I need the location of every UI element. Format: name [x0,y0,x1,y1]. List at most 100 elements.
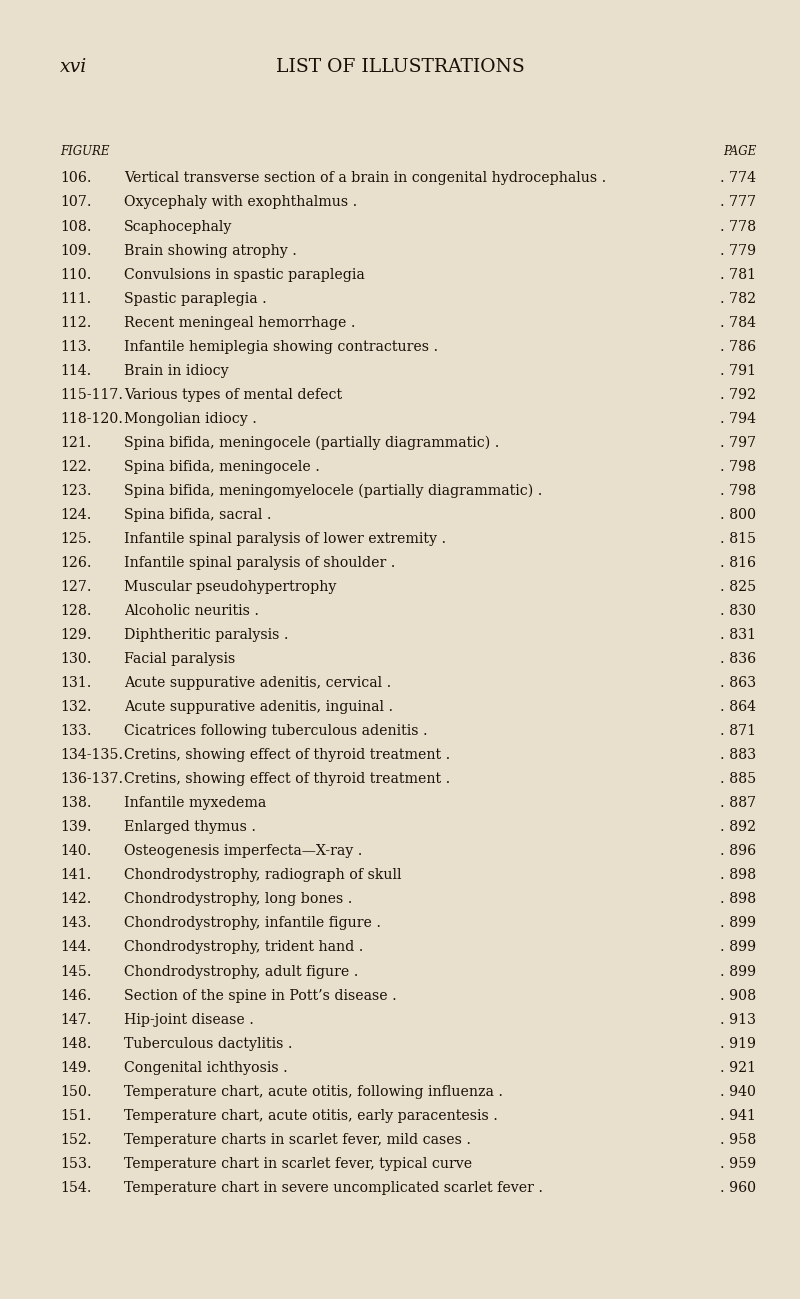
Text: 114.: 114. [60,364,91,378]
Text: . 864: . 864 [720,700,756,714]
Text: . 958: . 958 [720,1133,756,1147]
Text: . 815: . 815 [720,531,756,546]
Text: xvi: xvi [60,58,87,77]
Text: . 781: . 781 [720,268,756,282]
Text: Cretins, showing effect of thyroid treatment .: Cretins, showing effect of thyroid treat… [124,748,450,763]
Text: 138.: 138. [60,796,91,811]
Text: Congenital ichthyosis .: Congenital ichthyosis . [124,1060,288,1074]
Text: Infantile myxedema: Infantile myxedema [124,796,266,811]
Text: . 784: . 784 [720,316,756,330]
Text: 132.: 132. [60,700,91,714]
Text: 108.: 108. [60,220,91,234]
Text: . 774: . 774 [720,171,756,186]
Text: Chondrodystrophy, radiograph of skull: Chondrodystrophy, radiograph of skull [124,868,402,882]
Text: Osteogenesis imperfecta—X-ray .: Osteogenesis imperfecta—X-ray . [124,844,362,859]
Text: Mongolian idiocy .: Mongolian idiocy . [124,412,257,426]
Text: Alcoholic neuritis .: Alcoholic neuritis . [124,604,259,618]
Text: . 921: . 921 [720,1060,756,1074]
Text: 121.: 121. [60,435,91,449]
Text: 107.: 107. [60,195,91,209]
Text: . 940: . 940 [720,1085,756,1099]
Text: 147.: 147. [60,1012,91,1026]
Text: 141.: 141. [60,868,91,882]
Text: 110.: 110. [60,268,91,282]
Text: Cicatrices following tuberculous adenitis .: Cicatrices following tuberculous adeniti… [124,724,428,738]
Text: . 898: . 898 [720,868,756,882]
Text: Recent meningeal hemorrhage .: Recent meningeal hemorrhage . [124,316,355,330]
Text: . 777: . 777 [720,195,756,209]
Text: . 797: . 797 [720,435,756,449]
Text: 127.: 127. [60,579,91,594]
Text: Spina bifida, meningocele .: Spina bifida, meningocele . [124,460,320,474]
Text: . 800: . 800 [720,508,756,522]
Text: . 792: . 792 [720,387,756,401]
Text: . 913: . 913 [720,1012,756,1026]
Text: 140.: 140. [60,844,91,859]
Text: . 885: . 885 [720,772,756,786]
Text: 142.: 142. [60,892,91,907]
Text: Brain showing atrophy .: Brain showing atrophy . [124,243,297,257]
Text: . 896: . 896 [720,844,756,859]
Text: . 899: . 899 [720,964,756,978]
Text: Infantile spinal paralysis of lower extremity .: Infantile spinal paralysis of lower extr… [124,531,446,546]
Text: Infantile spinal paralysis of shoulder .: Infantile spinal paralysis of shoulder . [124,556,395,570]
Text: Spina bifida, meningocele (partially diagrammatic) .: Spina bifida, meningocele (partially dia… [124,435,499,451]
Text: Section of the spine in Pott’s disease .: Section of the spine in Pott’s disease . [124,989,397,1003]
Text: Facial paralysis: Facial paralysis [124,652,235,666]
Text: 113.: 113. [60,339,91,353]
Text: Scaphocephaly: Scaphocephaly [124,220,232,234]
Text: 125.: 125. [60,531,92,546]
Text: Chondrodystrophy, long bones .: Chondrodystrophy, long bones . [124,892,352,907]
Text: . 778: . 778 [720,220,756,234]
Text: . 899: . 899 [720,916,756,930]
Text: Chondrodystrophy, infantile figure .: Chondrodystrophy, infantile figure . [124,916,381,930]
Text: Tuberculous dactylitis .: Tuberculous dactylitis . [124,1037,293,1051]
Text: 150.: 150. [60,1085,92,1099]
Text: . 782: . 782 [720,291,756,305]
Text: . 871: . 871 [720,724,756,738]
Text: Diphtheritic paralysis .: Diphtheritic paralysis . [124,627,289,642]
Text: Cretins, showing effect of thyroid treatment .: Cretins, showing effect of thyroid treat… [124,772,450,786]
Text: Spina bifida, meningomyelocele (partially diagrammatic) .: Spina bifida, meningomyelocele (partiall… [124,483,542,499]
Text: . 863: . 863 [720,675,756,690]
Text: Temperature charts in scarlet fever, mild cases .: Temperature charts in scarlet fever, mil… [124,1133,471,1147]
Text: 118-120.: 118-120. [60,412,123,426]
Text: PAGE: PAGE [722,145,756,158]
Text: Acute suppurative adenitis, cervical .: Acute suppurative adenitis, cervical . [124,675,391,690]
Text: Enlarged thymus .: Enlarged thymus . [124,820,256,834]
Text: 153.: 153. [60,1156,92,1170]
Text: 134-135.: 134-135. [60,748,123,763]
Text: 148.: 148. [60,1037,91,1051]
Text: . 941: . 941 [720,1108,756,1122]
Text: Temperature chart, acute otitis, following influenza .: Temperature chart, acute otitis, followi… [124,1085,503,1099]
Text: Acute suppurative adenitis, inguinal .: Acute suppurative adenitis, inguinal . [124,700,393,714]
Text: . 919: . 919 [720,1037,756,1051]
Text: Hip-joint disease .: Hip-joint disease . [124,1012,254,1026]
Text: 122.: 122. [60,460,91,474]
Text: 154.: 154. [60,1181,91,1195]
Text: . 887: . 887 [720,796,756,811]
Text: Chondrodystrophy, trident hand .: Chondrodystrophy, trident hand . [124,940,363,955]
Text: Oxycephaly with exophthalmus .: Oxycephaly with exophthalmus . [124,195,358,209]
Text: . 898: . 898 [720,892,756,907]
Text: 128.: 128. [60,604,91,618]
Text: 136-137.: 136-137. [60,772,123,786]
Text: . 798: . 798 [720,460,756,474]
Text: . 791: . 791 [720,364,756,378]
Text: 109.: 109. [60,243,91,257]
Text: . 798: . 798 [720,483,756,498]
Text: 146.: 146. [60,989,91,1003]
Text: 139.: 139. [60,820,91,834]
Text: . 892: . 892 [720,820,756,834]
Text: 144.: 144. [60,940,91,955]
Text: Brain in idiocy: Brain in idiocy [124,364,229,378]
Text: . 836: . 836 [720,652,756,666]
Text: . 959: . 959 [720,1156,756,1170]
Text: Temperature chart, acute otitis, early paracentesis .: Temperature chart, acute otitis, early p… [124,1108,498,1122]
Text: 111.: 111. [60,291,91,305]
Text: . 816: . 816 [720,556,756,570]
Text: . 779: . 779 [720,243,756,257]
Text: . 899: . 899 [720,940,756,955]
Text: . 883: . 883 [720,748,756,763]
Text: Spastic paraplegia .: Spastic paraplegia . [124,291,266,305]
